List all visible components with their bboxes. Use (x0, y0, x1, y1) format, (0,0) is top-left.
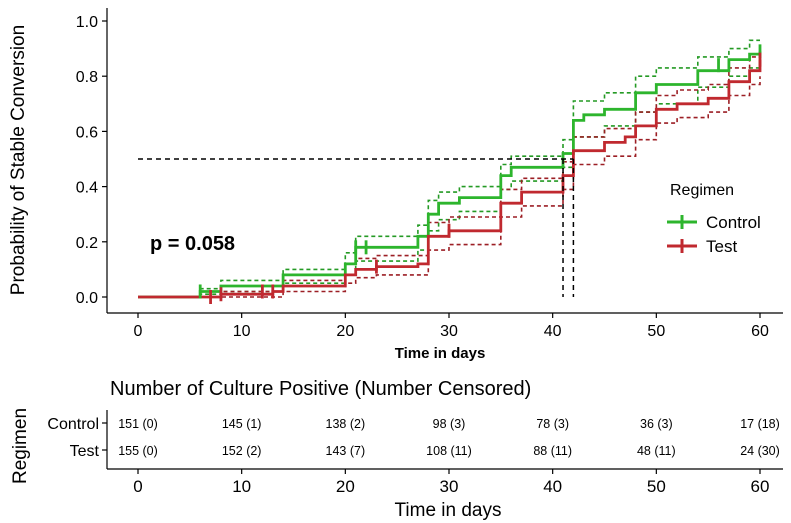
y-tick-label: 0.6 (76, 124, 98, 141)
legend-label-control: Control (706, 213, 761, 232)
risk-x-tick-label: 10 (232, 477, 251, 496)
risk-x-tick-label: 20 (336, 477, 355, 496)
risk-cell: 88 (11) (533, 444, 572, 458)
risk-table-rows: Control 151 (0) 145 (1) 138 (2) 98 (3) 78 (3)… (47, 416, 779, 460)
risk-cell: 48 (11) (637, 444, 676, 458)
km-plot-area: 0.0 0.2 0.4 0.6 0.8 1.0 0 10 20 30 40 50 60 p = 0.0… (8, 8, 783, 362)
risk-table-x-ticks: 0 10 20 30 40 50 60 (133, 469, 769, 496)
risk-cell: 24 (30) (740, 444, 780, 458)
x-tick-label: 10 (233, 323, 251, 340)
risk-cell: 17 (18) (740, 417, 780, 431)
risk-row-label-test: Test (70, 443, 100, 460)
curve-control (138, 51, 762, 299)
median-reference-lines (138, 158, 575, 297)
legend-label-test: Test (706, 237, 737, 256)
risk-cell: 151 (0) (118, 417, 158, 431)
risk-x-tick-label: 40 (543, 477, 562, 496)
risk-table: Number of Culture Positive (Number Censo… (10, 378, 783, 521)
risk-table-xlabel: Time in days (395, 500, 502, 521)
risk-row-label-control: Control (47, 416, 99, 433)
censor-marks (198, 44, 762, 304)
x-tick-label: 40 (544, 323, 562, 340)
risk-cell: 145 (1) (222, 417, 262, 431)
ci-upper-test (138, 51, 761, 298)
ci-upper-control (138, 39, 760, 298)
risk-x-tick-label: 30 (440, 477, 459, 496)
p-value-annotation: p = 0.058 (150, 233, 235, 255)
risk-cell: 36 (3) (640, 417, 673, 431)
survival-curves (138, 51, 762, 299)
risk-cell: 155 (0) (118, 444, 158, 458)
risk-cell: 152 (2) (222, 444, 262, 458)
legend-title: Regimen (670, 182, 734, 199)
y-ticks: 0.0 0.2 0.4 0.6 0.8 1.0 (76, 14, 107, 307)
x-tick-label: 30 (440, 323, 458, 340)
risk-cell: 143 (7) (326, 444, 366, 458)
x-ticks: 0 10 20 30 40 50 60 (134, 313, 769, 340)
legend: Regimen Control Test (667, 182, 761, 256)
x-tick-label: 0 (134, 323, 143, 340)
y-tick-label: 0.4 (76, 180, 98, 197)
risk-x-tick-label: 50 (647, 477, 666, 496)
risk-table-title: Number of Culture Positive (Number Censo… (110, 378, 531, 400)
risk-cell: 108 (11) (426, 444, 472, 458)
confidence-bands (138, 39, 761, 298)
risk-table-ylabel: Regimen (10, 408, 31, 484)
risk-cell: 78 (3) (536, 417, 569, 431)
ci-lower-control (138, 65, 761, 298)
y-tick-label: 0.2 (76, 235, 98, 252)
risk-cell: 98 (3) (433, 417, 466, 431)
y-tick-label: 1.0 (76, 14, 98, 31)
legend-item-test: Test (667, 237, 737, 256)
y-tick-label: 0.0 (76, 290, 98, 307)
y-tick-label: 0.8 (76, 69, 98, 86)
curve-test (138, 59, 762, 299)
y-axis-label: Probability of Stable Conversion (8, 25, 29, 295)
x-tick-label: 50 (647, 323, 665, 340)
x-tick-label: 20 (336, 323, 354, 340)
x-tick-label: 60 (751, 323, 769, 340)
legend-item-control: Control (667, 213, 761, 232)
ci-lower-test (138, 76, 761, 298)
risk-cell: 138 (2) (326, 417, 366, 431)
x-axis-label: Time in days (395, 345, 486, 362)
risk-x-tick-label: 0 (133, 477, 142, 496)
risk-x-tick-label: 60 (751, 477, 770, 496)
